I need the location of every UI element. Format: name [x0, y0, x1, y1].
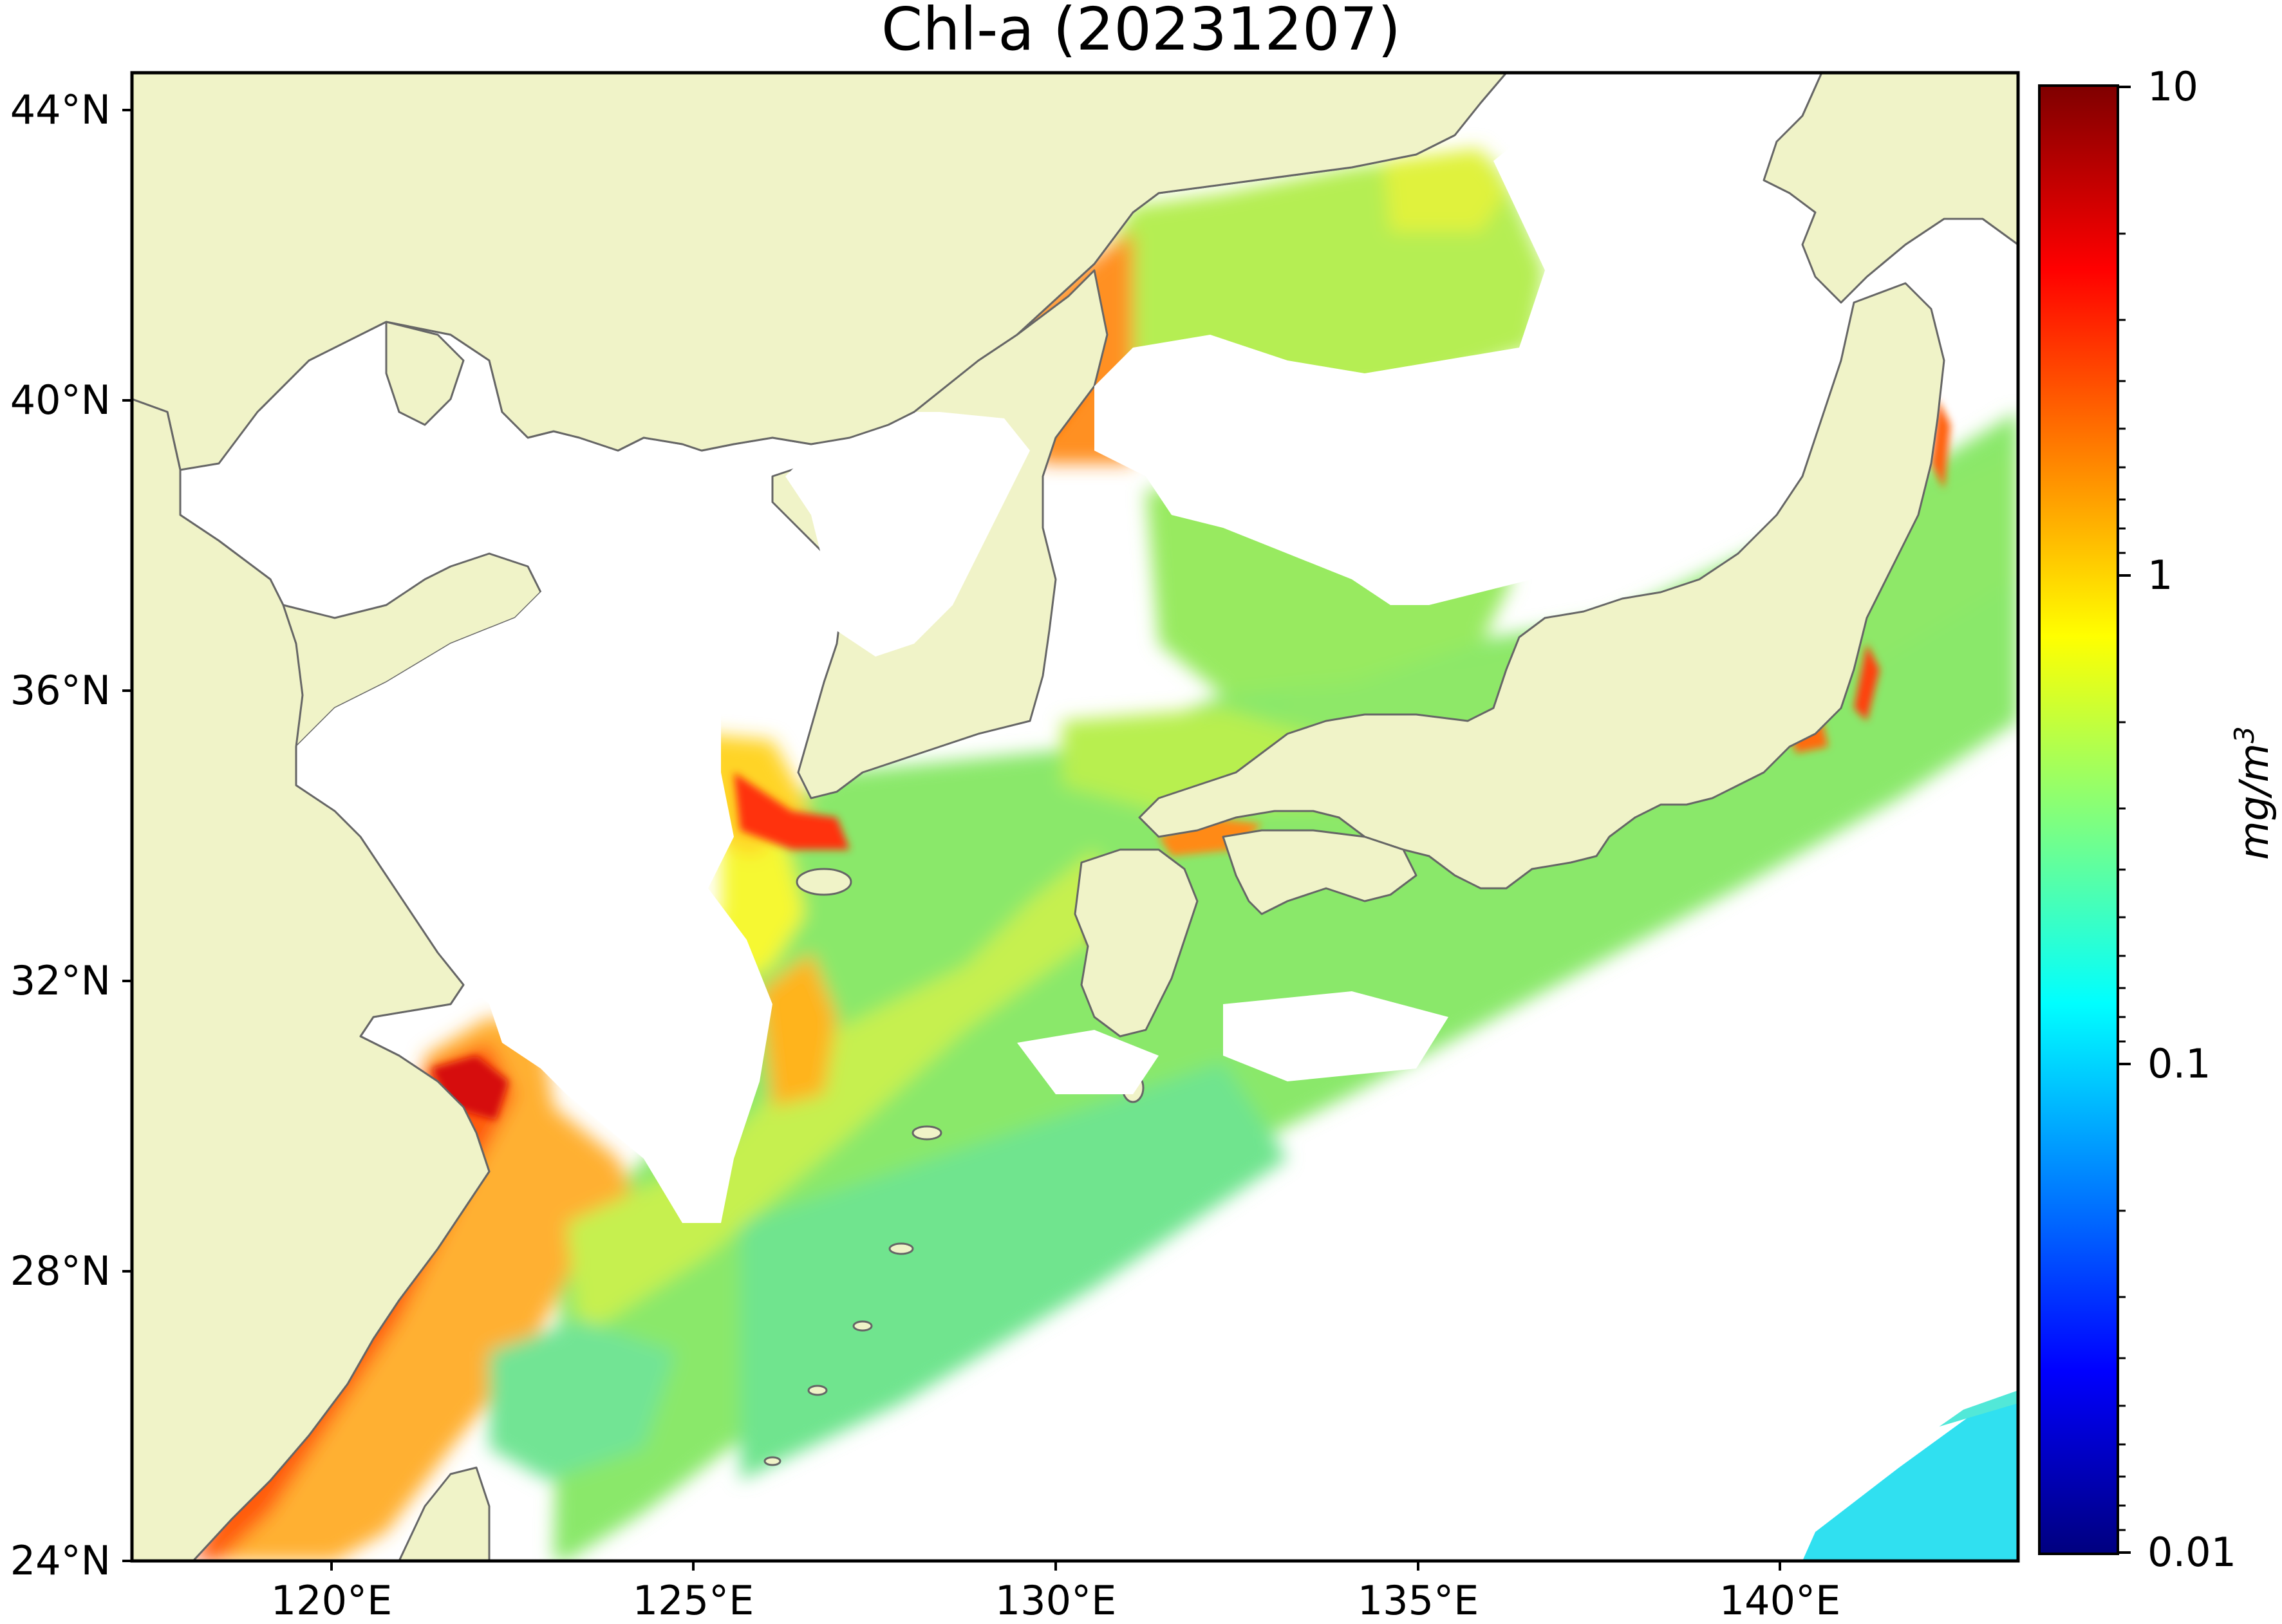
lon-label-135: 135°E — [1357, 1577, 1479, 1624]
land-hokkaido-top — [1763, 73, 2018, 304]
land-ryukyu-3 — [852, 1320, 873, 1332]
land-ryukyu-2 — [888, 1242, 914, 1255]
no-data-bohai — [180, 386, 451, 579]
no-data-yellow-sea — [296, 554, 772, 1223]
land-ryukyu-5 — [763, 1456, 781, 1466]
colorbar-label-0.1: 0.1 — [2147, 1040, 2211, 1087]
colorbar-unit-superscript: 3 — [2229, 726, 2261, 743]
lon-label-130: 130°E — [995, 1577, 1117, 1624]
lat-label-40: 40°N — [10, 377, 111, 424]
pacific-low-chl — [1802, 1390, 2018, 1561]
no-data-sea-of-japan — [1094, 73, 1828, 605]
no-data-pacific-patch — [1223, 991, 1448, 1081]
map-title: Chl-a (20231207) — [881, 0, 1401, 64]
colorbar — [2038, 84, 2119, 1555]
lon-label-140: 140°E — [1719, 1577, 1841, 1624]
land-liaodong — [385, 321, 465, 426]
lon-label-125: 125°E — [632, 1577, 754, 1624]
lat-label-32: 32°N — [10, 957, 111, 1004]
no-data-korea-west — [785, 412, 1030, 657]
colorbar-label-0.01: 0.01 — [2147, 1529, 2237, 1576]
land-kyushu — [1074, 848, 1199, 1038]
colorbar-minor-ticks — [2118, 232, 2126, 1531]
land-taiwan — [398, 1466, 491, 1561]
land-china-upper — [132, 73, 1508, 471]
land-ryukyu-4 — [807, 1385, 828, 1396]
colorbar-label-1: 1 — [2147, 552, 2173, 599]
map-frame — [130, 71, 2020, 1563]
lat-label-28: 28°N — [10, 1247, 111, 1294]
no-data-kuroshio-patch — [1017, 1030, 1159, 1094]
land-ryukyu-1 — [912, 1125, 942, 1141]
axis-ticks — [122, 109, 1781, 1571]
lat-label-44: 44°N — [10, 86, 111, 133]
colorbar-unit-text: mg/m — [2230, 743, 2277, 860]
no-data-pacific-south — [669, 837, 2018, 1561]
land-jeju — [796, 868, 852, 896]
colorbar-label-10: 10 — [2147, 63, 2198, 110]
colorbar-major-ticks — [2118, 86, 2131, 1554]
lon-label-120: 120°E — [270, 1577, 393, 1624]
lat-label-36: 36°N — [10, 667, 111, 714]
land-honshu — [1138, 282, 1945, 890]
map-content — [132, 73, 2018, 1561]
land-china-coast — [132, 398, 491, 1561]
lat-label-24: 24°N — [10, 1537, 111, 1584]
colorbar-unit-label: mg/m3 — [2229, 726, 2277, 860]
land-shikoku — [1222, 829, 1417, 915]
